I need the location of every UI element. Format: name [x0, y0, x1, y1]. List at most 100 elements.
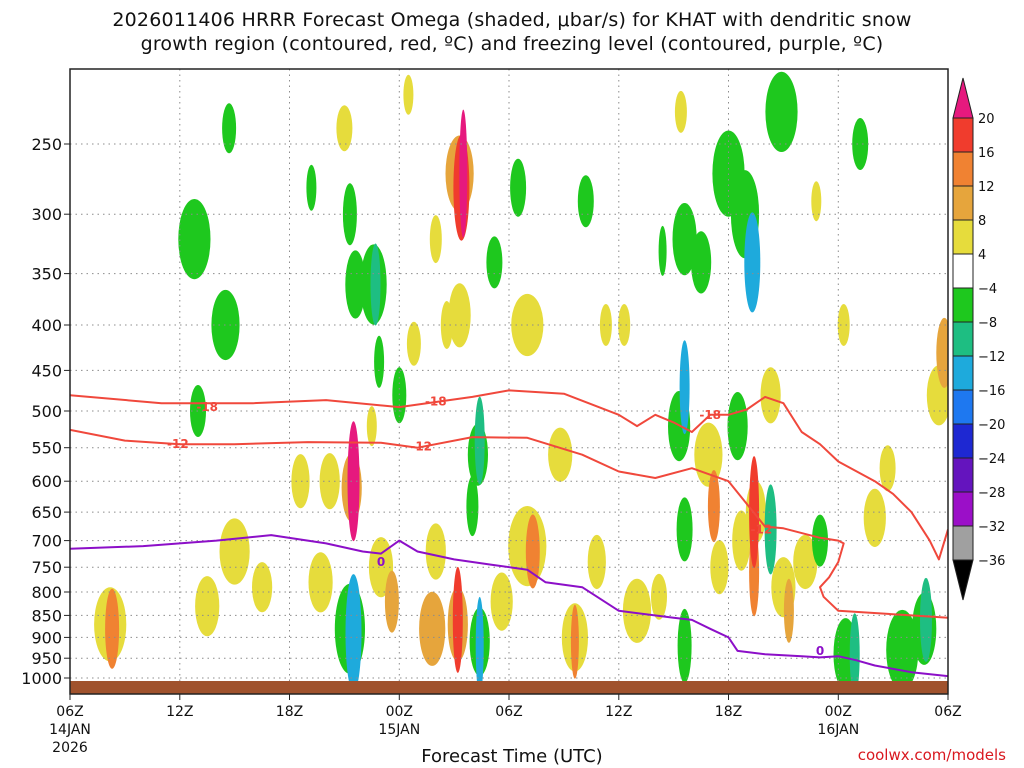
colorbar-segment — [952, 253, 974, 289]
colorbar-segment — [952, 423, 974, 459]
y-tick-label: 600 — [31, 472, 62, 491]
colorbar-label: −20 — [978, 418, 1005, 433]
omega-cell — [920, 577, 932, 662]
colorbar-label: 8 — [978, 214, 986, 229]
omega-cell — [448, 283, 471, 348]
y-tick-label: 850 — [31, 606, 62, 625]
omega-cell — [658, 225, 667, 276]
colorbar-segment — [952, 185, 974, 221]
omega-cell — [727, 392, 748, 461]
contour-label: 0 — [377, 555, 385, 569]
y-tick-label: 450 — [31, 361, 62, 380]
omega-cell — [793, 534, 818, 590]
y-tick-label: 800 — [31, 583, 62, 602]
x-tick-date: 15JAN — [378, 722, 420, 738]
contour-label: 0 — [816, 644, 824, 658]
x-tick-year: 2026 — [52, 740, 88, 756]
x-tick-label: 06Z — [495, 704, 522, 720]
omega-cell — [419, 591, 446, 666]
omega-cell — [837, 304, 850, 346]
title-line-2: growth region (contoured, red, ºC) and f… — [140, 33, 884, 55]
colorbar-segment — [952, 525, 974, 561]
omega-cell — [863, 488, 886, 547]
omega-cell — [765, 71, 798, 152]
x-tick-label: 18Z — [276, 704, 303, 720]
colorbar-label: −8 — [978, 316, 997, 331]
colorbar-label: −16 — [978, 384, 1005, 399]
omega-cell — [342, 183, 357, 246]
omega-cell — [452, 566, 463, 673]
omega-cell — [345, 574, 362, 693]
colorbar-segment — [952, 287, 974, 323]
colorbar-segment — [952, 321, 974, 357]
omega-cell — [370, 243, 381, 326]
omega-cell — [374, 335, 385, 388]
y-tick-label: 350 — [31, 265, 62, 284]
x-tick-date: 14JAN — [49, 722, 91, 738]
omega-cell — [618, 304, 631, 346]
omega-cell — [195, 576, 220, 637]
omega-cell — [651, 573, 667, 620]
colorbar-label: −12 — [978, 350, 1005, 365]
colorbar-label: −36 — [978, 554, 1005, 569]
colorbar: 20 16 12 8 4 −4 −8 −12 −16 −20 −24 −28 −32 −36 — [952, 77, 1005, 601]
y-tick-label: 550 — [31, 439, 62, 458]
x-axis-label: Forecast Time (UTC) — [421, 746, 603, 767]
x-tick-label: 06Z — [56, 704, 83, 720]
colorbar-segment — [952, 457, 974, 493]
contour-label: -18 — [699, 408, 721, 422]
colorbar-segment — [952, 219, 974, 255]
omega-cell — [760, 367, 781, 424]
omega-cell — [672, 203, 697, 276]
omega-cell — [676, 497, 693, 562]
omega-cell — [849, 613, 860, 694]
omega-cell — [879, 445, 896, 492]
colorbar-arrow-top — [952, 77, 974, 119]
y-tick-label: 250 — [31, 135, 62, 154]
omega-cell — [308, 552, 333, 613]
omega-cell — [599, 304, 612, 346]
omega-cell — [490, 572, 513, 631]
colorbar-segment — [952, 389, 974, 425]
x-tick-label: 00Z — [386, 704, 413, 720]
y-axis: 250 300 350 400 450 500 550 600 650 700 750 800 850 9… — [21, 135, 70, 688]
omega-cell — [679, 340, 690, 435]
omega-cell — [486, 236, 503, 289]
omega-cell — [105, 588, 120, 669]
y-tick-label: 750 — [31, 558, 62, 577]
omega-cell — [691, 231, 712, 294]
omega-cell — [466, 476, 479, 537]
omega-cell — [936, 317, 948, 388]
omega-cell — [570, 604, 579, 679]
contour-label: -12 — [167, 437, 189, 451]
omega-cell — [852, 118, 869, 170]
x-tick-date: 16JAN — [817, 722, 859, 738]
x-tick-label: 00Z — [825, 704, 852, 720]
contours: -18 -18 -18 -12 -12 -12 0 0 — [70, 389, 948, 678]
omega-cell — [406, 321, 421, 366]
omega-cell — [392, 367, 407, 424]
omega-cell — [178, 199, 211, 280]
contour-label: -12 — [410, 439, 432, 453]
colorbar-arrow-bottom — [952, 559, 974, 601]
colorbar-label: 4 — [978, 248, 986, 263]
colorbar-label: 12 — [978, 180, 995, 195]
contour-label: -12 — [751, 522, 773, 536]
y-tick-label: 950 — [31, 649, 62, 668]
omega-cell — [429, 215, 442, 264]
omega-cell — [336, 105, 353, 152]
title-line-1: 2026011406 HRRR Forecast Omega (shaded, … — [112, 9, 912, 31]
omega-cell — [347, 421, 360, 542]
colorbar-label: −4 — [978, 282, 997, 297]
colorbar-label: 16 — [978, 146, 995, 161]
omega-cell — [764, 484, 777, 575]
omega-cell — [366, 406, 377, 447]
colorbar-segment — [952, 117, 974, 153]
grid-lines — [70, 69, 948, 694]
y-tick-label: 700 — [31, 532, 62, 551]
omega-cell — [811, 181, 822, 222]
credit-text: coolwx.com/models — [857, 746, 1006, 764]
omega-cell — [674, 90, 687, 133]
omega-cell — [548, 427, 573, 482]
